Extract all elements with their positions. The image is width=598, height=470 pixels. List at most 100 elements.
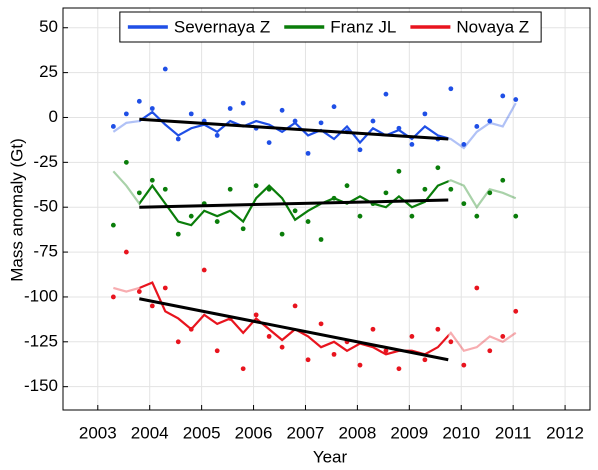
data-point (409, 213, 415, 219)
plot-frame (62, 7, 591, 411)
data-point (448, 339, 454, 345)
data-point (422, 186, 428, 192)
trend-line (139, 297, 449, 362)
data-point (396, 366, 402, 372)
data-point (435, 165, 441, 171)
data-point (318, 237, 324, 242)
smoothed-line (112, 102, 517, 150)
data-point (214, 133, 220, 138)
x-tick-label: 2008 (338, 423, 376, 442)
data-point (305, 150, 311, 156)
data-point (409, 334, 415, 339)
y-tick-label: -25 (33, 152, 58, 171)
data-point (513, 308, 519, 314)
data-point (149, 177, 155, 183)
data-point (305, 357, 311, 363)
data-point (149, 106, 155, 111)
data-point (279, 344, 285, 350)
data-point (422, 357, 428, 363)
y-tick-label: 25 (39, 62, 58, 81)
data-point (318, 321, 324, 327)
data-point (448, 186, 454, 192)
data-point (123, 111, 129, 117)
x-tick-label: 2009 (390, 423, 428, 442)
data-point (357, 213, 363, 219)
data-point (370, 326, 376, 332)
data-point (331, 104, 337, 110)
data-point (175, 339, 181, 345)
data-point (487, 348, 493, 354)
data-point (500, 93, 506, 99)
data-point (136, 289, 142, 294)
data-point (136, 190, 142, 196)
data-point (370, 118, 376, 124)
data-point (123, 249, 129, 255)
data-point (500, 334, 506, 339)
data-point (513, 213, 519, 219)
data-point (409, 141, 415, 147)
data-point (162, 285, 168, 291)
y-tick-label: -150 (24, 376, 58, 395)
legend-label: Severnaya Z (174, 17, 270, 36)
data-point (331, 351, 337, 357)
data-point (305, 219, 311, 224)
data-point (513, 97, 519, 102)
data-point (266, 334, 272, 339)
y-tick-label: -50 (33, 197, 58, 216)
x-tick-label: 2005 (183, 423, 221, 442)
data-point (344, 183, 350, 189)
data-point (227, 186, 233, 192)
data-point (396, 168, 402, 174)
smoothed-line (112, 170, 517, 227)
data-point (110, 294, 116, 300)
data-point (253, 312, 259, 318)
data-point (123, 159, 129, 165)
data-point (292, 208, 298, 214)
data-point (110, 124, 116, 129)
data-point (500, 177, 506, 183)
data-point (357, 147, 363, 153)
data-point (240, 100, 246, 106)
data-point (240, 226, 246, 232)
data-point (149, 303, 155, 309)
data-point (279, 231, 285, 237)
smoothed-line (113, 281, 517, 356)
data-point (175, 231, 181, 237)
data-point (162, 186, 168, 192)
data-point (292, 303, 298, 309)
data-point (435, 326, 441, 332)
data-point (201, 267, 207, 273)
x-axis-label: Year (313, 447, 348, 466)
data-point (240, 366, 246, 372)
data-point (110, 222, 116, 228)
y-axis-label: Mass anomaly (Gt) (7, 138, 26, 282)
legend-label: Franz JL (330, 17, 396, 36)
data-point (383, 91, 389, 97)
data-point (214, 219, 220, 224)
legend-box (119, 11, 542, 43)
y-tick-label: 0 (49, 107, 58, 126)
data-point (214, 348, 220, 354)
legend-label: Novaya Z (456, 17, 529, 36)
data-point (292, 118, 298, 124)
data-point (474, 285, 480, 291)
data-point (474, 213, 480, 219)
x-tick-label: 2004 (131, 423, 169, 442)
data-point (266, 140, 272, 145)
x-tick-label: 2006 (235, 423, 273, 442)
y-tick-label: -100 (24, 286, 58, 305)
data-point (422, 111, 428, 117)
x-tick-label: 2010 (442, 423, 480, 442)
data-point (474, 124, 480, 129)
x-tick-label: 2007 (287, 423, 325, 442)
y-tick-label: -75 (33, 242, 58, 261)
y-tick-label: -125 (24, 331, 58, 350)
data-point (383, 348, 389, 354)
x-tick-label: 2003 (79, 423, 117, 442)
data-point (279, 107, 285, 113)
data-point (188, 111, 194, 117)
data-point (461, 362, 467, 368)
y-tick-label: 50 (39, 17, 58, 36)
data-point (357, 362, 363, 368)
